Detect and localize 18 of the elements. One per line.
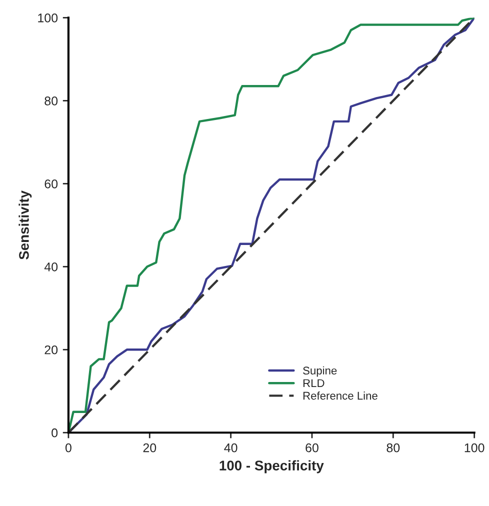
y-tick-label: 60 xyxy=(44,179,58,188)
line-series xyxy=(68,18,474,433)
legend-label: Supine xyxy=(303,366,337,377)
legend-label: RLD xyxy=(303,379,324,387)
x-tick-label: 40 xyxy=(224,443,238,452)
y-tick-label: 100 xyxy=(38,14,58,22)
x-tick-label: 0 xyxy=(65,443,72,452)
y-tick-label: 80 xyxy=(44,96,58,106)
legend-label: Reference Line xyxy=(303,392,378,400)
x-tick-label: 20 xyxy=(143,443,156,452)
x-tick-label: 100 xyxy=(464,443,484,452)
y-tick-label: 20 xyxy=(44,345,58,354)
y-tick-label: 40 xyxy=(44,262,58,272)
x-tick-label: 80 xyxy=(386,443,400,452)
y-axis-title: Sensitivity xyxy=(18,190,32,260)
x-axis-title: 100 - Specificity xyxy=(220,460,324,474)
y-tick-label: 0 xyxy=(52,428,58,438)
x-tick-label: 60 xyxy=(306,443,318,452)
